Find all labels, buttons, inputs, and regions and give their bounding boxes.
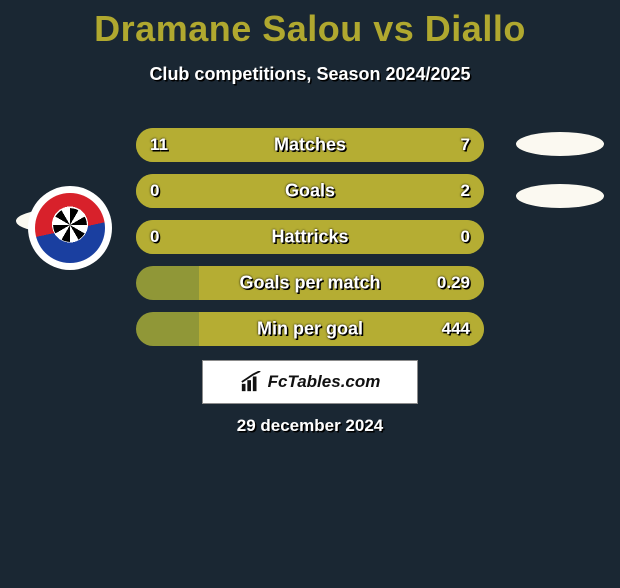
stat-row: Min per goal 444 <box>136 312 484 346</box>
stat-row: Matches 11 7 <box>136 128 484 162</box>
stat-value-right: 7 <box>461 135 470 155</box>
bars-icon <box>240 371 262 393</box>
stat-row: Hattricks 0 0 <box>136 220 484 254</box>
player-right-oval-1 <box>516 132 604 156</box>
stat-label: Goals per match <box>239 273 380 294</box>
date-caption: 29 december 2024 <box>237 416 384 436</box>
stat-value-right: 0 <box>461 227 470 247</box>
stat-value-left: 0 <box>150 227 159 247</box>
stat-row: Goals per match 0.29 <box>136 266 484 300</box>
stat-fill-right <box>199 174 484 208</box>
club-badge-art <box>35 193 105 263</box>
player-right-oval-2 <box>516 184 604 208</box>
stat-fill-left <box>136 174 199 208</box>
stat-label: Matches <box>274 135 346 156</box>
stat-label: Goals <box>285 181 335 202</box>
stat-label: Min per goal <box>257 319 363 340</box>
club-badge <box>28 186 112 270</box>
watermark: FcTables.com <box>202 360 418 404</box>
stat-value-left: 0 <box>150 181 159 201</box>
stat-value-right: 2 <box>461 181 470 201</box>
subtitle: Club competitions, Season 2024/2025 <box>0 64 620 85</box>
stat-row: Goals 0 2 <box>136 174 484 208</box>
stat-value-right: 0.29 <box>437 273 470 293</box>
stat-value-right: 444 <box>442 319 470 339</box>
stat-value-left: 11 <box>150 135 168 155</box>
comparison-bars: Matches 11 7 Goals 0 2 Hattricks 0 0 Goals per ma… <box>136 128 484 358</box>
stat-label: Hattricks <box>271 227 348 248</box>
watermark-text: FcTables.com <box>268 372 381 392</box>
page-title: Dramane Salou vs Diallo <box>0 8 620 50</box>
